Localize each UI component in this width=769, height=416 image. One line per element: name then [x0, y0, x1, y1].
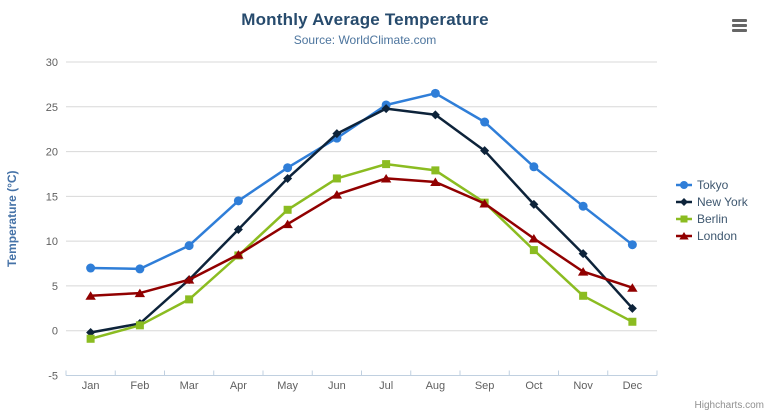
diamond-marker	[680, 197, 688, 206]
new-york-legend-marker-icon	[676, 197, 692, 206]
circle-marker[interactable]	[86, 263, 96, 273]
chart-title: Monthly Average Temperature	[241, 10, 489, 29]
diamond-marker[interactable]	[430, 110, 440, 120]
triangle-marker[interactable]	[380, 173, 392, 183]
triangle-marker[interactable]	[430, 177, 441, 187]
x-axis-label-jun: Jun	[328, 380, 346, 392]
x-axis-label-apr: Apr	[230, 380, 247, 392]
triangle-marker	[679, 231, 689, 239]
y-axis-label-0: 0	[52, 326, 58, 338]
x-axis-label-may: May	[277, 380, 298, 392]
legend-item-tokyo[interactable]: Tokyo	[676, 176, 748, 193]
legend-item-london[interactable]: London	[676, 227, 748, 244]
tokyo-legend-marker-icon	[676, 180, 692, 189]
diamond-marker[interactable]	[233, 224, 243, 234]
legend-item-berlin[interactable]: Berlin	[676, 210, 748, 227]
circle-marker[interactable]	[184, 241, 194, 251]
y-axis-label-30: 30	[46, 57, 58, 69]
square-marker[interactable]	[332, 174, 341, 183]
legend-label-berlin: Berlin	[697, 211, 728, 226]
berlin-legend-marker-icon	[676, 215, 692, 222]
y-axis-title: Temperature (°C)	[5, 170, 19, 267]
series-line-tokyo[interactable]	[89, 92, 634, 271]
x-axis-label-dec: Dec	[623, 380, 643, 392]
series-line-new-york[interactable]	[89, 107, 634, 334]
diamond-marker[interactable]	[86, 328, 96, 338]
y-axis-label-15: 15	[46, 191, 58, 203]
square-marker[interactable]	[135, 321, 144, 330]
circle-marker[interactable]	[135, 264, 145, 274]
circle-marker[interactable]	[233, 196, 243, 206]
series-line-berlin[interactable]	[89, 162, 634, 341]
square-marker[interactable]	[628, 317, 637, 326]
legend: Tokyo New York Berlin London	[676, 176, 748, 244]
legend-label-new-york: New York	[697, 194, 748, 209]
circle-marker[interactable]	[283, 163, 293, 173]
diamond-marker[interactable]	[627, 303, 637, 313]
square-marker[interactable]	[431, 166, 440, 175]
square-marker[interactable]	[283, 205, 292, 214]
x-axis-label-mar: Mar	[180, 380, 199, 392]
triangle-marker[interactable]	[233, 250, 244, 259]
legend-label-london: London	[697, 228, 738, 243]
y-axis-label--5: -5	[48, 371, 58, 383]
x-axis-label-oct: Oct	[525, 380, 542, 392]
y-axis-label-10: 10	[46, 236, 58, 248]
diamond-marker[interactable]	[283, 173, 293, 183]
triangle-marker[interactable]	[134, 288, 146, 298]
circle-marker	[680, 180, 688, 189]
diamond-marker[interactable]	[529, 199, 539, 209]
x-axis-label-aug: Aug	[426, 380, 446, 392]
y-axis-label-5: 5	[52, 281, 58, 293]
x-axis-label-sep: Sep	[475, 380, 495, 392]
triangle-marker[interactable]	[528, 233, 540, 243]
x-axis-label-jan: Jan	[82, 380, 100, 392]
square-marker[interactable]	[185, 295, 194, 304]
legend-item-new-york[interactable]: New York	[676, 193, 748, 210]
triangle-marker[interactable]	[331, 190, 343, 199]
square-marker[interactable]	[529, 246, 538, 255]
x-axis-label-nov: Nov	[573, 380, 593, 392]
x-axis-label-jul: Jul	[379, 380, 393, 392]
circle-marker[interactable]	[480, 117, 490, 127]
circle-marker[interactable]	[529, 162, 539, 172]
chart-subtitle: Source: WorldClimate.com	[293, 33, 437, 47]
series-line-london[interactable]	[89, 177, 634, 298]
x-axis-label-feb: Feb	[130, 380, 149, 392]
square-marker[interactable]	[86, 334, 95, 343]
triangle-marker[interactable]	[479, 199, 490, 208]
export-menu-button[interactable]	[728, 15, 750, 35]
circle-marker[interactable]	[430, 88, 440, 98]
triangle-marker[interactable]	[85, 291, 96, 300]
triangle-marker[interactable]	[627, 283, 638, 292]
legend-label-tokyo: Tokyo	[697, 177, 729, 192]
credits-link[interactable]: Highcharts.com	[694, 400, 764, 411]
triangle-marker[interactable]	[282, 219, 293, 229]
square-marker[interactable]	[382, 160, 391, 169]
square-marker	[680, 215, 688, 222]
london-legend-marker-icon	[676, 231, 692, 239]
diamond-marker[interactable]	[578, 249, 588, 259]
diamond-marker[interactable]	[480, 146, 490, 156]
y-axis-label-20: 20	[46, 147, 58, 159]
diamond-marker[interactable]	[381, 104, 391, 114]
hamburger-menu-icon	[728, 18, 750, 32]
triangle-marker[interactable]	[577, 267, 589, 276]
square-marker[interactable]	[579, 291, 588, 300]
diamond-marker[interactable]	[332, 129, 342, 139]
circle-marker[interactable]	[578, 201, 588, 211]
y-axis-label-25: 25	[46, 102, 58, 114]
triangle-marker[interactable]	[183, 275, 195, 284]
circle-marker[interactable]	[627, 240, 637, 250]
